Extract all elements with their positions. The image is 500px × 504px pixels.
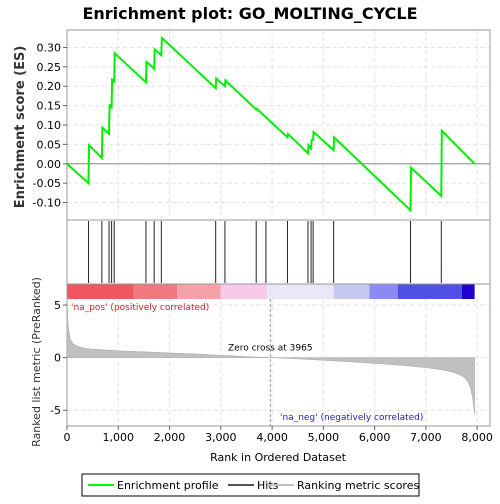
rank-bar-segment <box>369 284 398 299</box>
es-y-tick-label: 0.10 <box>37 119 62 132</box>
metric-y-tick-label: -5 <box>50 404 61 417</box>
zero-cross-label: Zero cross at 3965 <box>228 344 313 354</box>
legend-enrichment-label: Enrichment profile <box>117 479 219 492</box>
es-y-tick-label: 0.20 <box>37 80 62 93</box>
enrichment-profile-line <box>66 35 476 213</box>
x-tick-label: 7,000 <box>410 431 442 444</box>
es-y-label: Enrichment score (ES) <box>13 46 28 209</box>
rank-bar-segment <box>397 284 462 299</box>
x-tick-label: 3,000 <box>205 431 237 444</box>
chart-title: Enrichment plot: GO_MOLTING_CYCLE <box>82 4 417 23</box>
legend-metric-label: Ranking metric scores <box>297 479 419 492</box>
x-tick-label: 2,000 <box>154 431 186 444</box>
hits-panel-frame <box>66 219 491 285</box>
metric-y-ticks: -5 0 5 <box>50 299 67 417</box>
x-tick-label: 6,000 <box>359 431 391 444</box>
x-tick-label: 8,000 <box>461 431 493 444</box>
es-y-tick-label: -0.05 <box>33 177 61 190</box>
metric-y-label: Ranked list metric (PreRanked) <box>30 277 43 447</box>
x-tick-label: 0 <box>64 431 71 444</box>
rank-bar-segment <box>220 284 267 299</box>
metric-y-tick-label: 5 <box>54 299 61 312</box>
rank-bar-segment <box>133 284 178 299</box>
legend: Enrichment profile Hits Ranking metric s… <box>81 473 420 497</box>
es-y-tick-label: 0.05 <box>37 138 62 151</box>
rank-bar-segment <box>461 284 475 299</box>
rank-bar-segment <box>333 284 370 299</box>
x-tick-label: 5,000 <box>308 431 340 444</box>
rank-bar-segment <box>266 284 334 299</box>
es-y-ticks: -0.10 -0.05 0.00 0.05 0.10 0.15 0.20 0.25 0.30 <box>33 41 67 210</box>
es-grid <box>66 30 490 220</box>
x-axis-ticks: 0 1,000 2,000 3,000 4,000 5,000 6,000 7,000 8,00… <box>64 426 493 444</box>
rank-color-bar <box>67 284 475 299</box>
positive-correlation-label: 'na_pos' (positively correlated) <box>71 303 209 313</box>
x-axis-label: Rank in Ordered Dataset <box>210 451 347 464</box>
rank-bar-segment <box>67 284 134 299</box>
es-y-tick-label: 0.30 <box>37 41 62 54</box>
legend-hits-label: Hits <box>257 479 279 492</box>
es-y-tick-label: 0.15 <box>37 100 62 113</box>
rank-bar-segment <box>177 284 221 299</box>
negative-correlation-label: 'na_neg' (negatively correlated) <box>280 413 423 423</box>
x-tick-label: 1,000 <box>103 431 135 444</box>
metric-y-tick-label: 0 <box>54 352 61 365</box>
x-tick-label: 4,000 <box>256 431 288 444</box>
es-y-tick-label: 0.00 <box>37 158 62 171</box>
ranking-metric-area <box>66 294 475 415</box>
es-y-tick-label: -0.10 <box>33 197 61 210</box>
es-y-tick-label: 0.25 <box>37 61 62 74</box>
hits-marks <box>88 221 442 283</box>
